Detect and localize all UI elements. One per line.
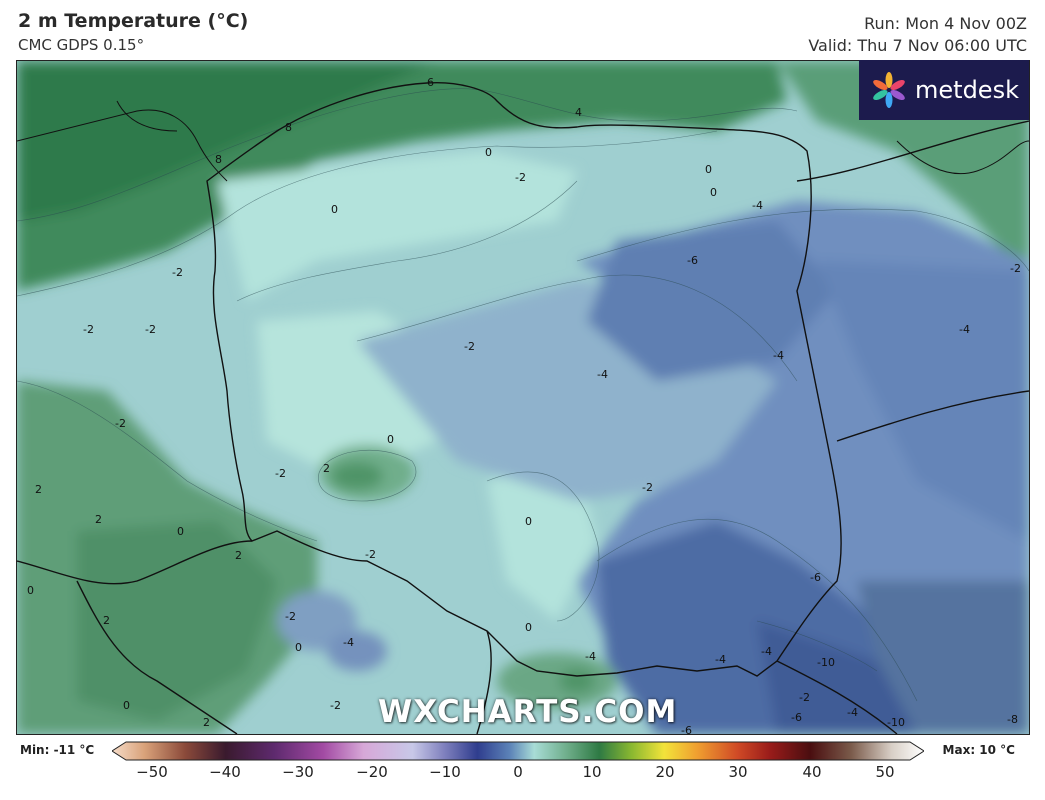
contour-label: 0 <box>485 146 492 159</box>
model-label: CMC GDPS 0.15° <box>18 36 145 54</box>
contour-label: -8 <box>1007 713 1018 726</box>
contour-label: 0 <box>387 433 394 446</box>
temperature-colorbar <box>112 741 924 761</box>
contour-label: -2 <box>642 481 653 494</box>
brand-name: metdesk <box>915 76 1019 104</box>
contour-label: 0 <box>710 186 717 199</box>
contour-label: 0 <box>123 699 130 712</box>
colorbar-ticks: −50 −40 −30 −20 −10 0 10 20 30 40 50 <box>0 763 1045 785</box>
wxcharts-watermark: WXCHARTS.COM <box>378 694 678 730</box>
tick-label: −30 <box>282 763 314 781</box>
contour-label: -2 <box>330 699 341 712</box>
contour-label: -10 <box>887 716 905 729</box>
contour-label: 0 <box>705 163 712 176</box>
contour-labels: 6 4 8 8 0 0 -2 0 0 -4 -6 -2 -2 -2 -2 -4 … <box>27 76 1021 734</box>
map-canvas: 6 4 8 8 0 0 -2 0 0 -4 -6 -2 -2 -2 -2 -4 … <box>17 61 1029 734</box>
tick-label: −10 <box>429 763 461 781</box>
contour-label: -4 <box>715 653 726 666</box>
tick-label: 50 <box>875 763 895 781</box>
contour-label: 2 <box>203 716 210 729</box>
contour-label: -6 <box>681 724 692 734</box>
tick-label: 40 <box>802 763 822 781</box>
contour-label: 2 <box>103 614 110 627</box>
contour-label: -6 <box>810 571 821 584</box>
contour-label: 4 <box>575 106 582 119</box>
contour-label: -6 <box>791 711 802 724</box>
contour-label: 2 <box>235 549 242 562</box>
contour-label: -4 <box>343 636 354 649</box>
contour-label: -6 <box>687 254 698 267</box>
tick-label: 20 <box>655 763 675 781</box>
metdesk-logo: metdesk <box>859 60 1029 120</box>
contour-label: -2 <box>464 340 475 353</box>
contour-label: -2 <box>115 417 126 430</box>
tick-label: 30 <box>728 763 748 781</box>
max-temperature: Max: 10 °C <box>942 743 1015 757</box>
contour-label: 2 <box>35 483 42 496</box>
tick-label: 10 <box>582 763 602 781</box>
contour-label: -2 <box>83 323 94 336</box>
tick-label: 0 <box>513 763 523 781</box>
contour-label: 0 <box>525 515 532 528</box>
contour-label: -4 <box>761 645 772 658</box>
min-temperature: Min: -11 °C <box>20 743 95 757</box>
contour-label: -2 <box>365 548 376 561</box>
run-time: Run: Mon 4 Nov 00Z <box>864 14 1027 33</box>
contour-label: -4 <box>585 650 596 663</box>
contour-label: 0 <box>27 584 34 597</box>
contour-label: -4 <box>959 323 970 336</box>
contour-label: -2 <box>285 610 296 623</box>
chart-title: 2 m Temperature (°C) <box>18 10 249 32</box>
contour-label: 8 <box>215 153 222 166</box>
contour-label: 8 <box>285 121 292 134</box>
contour-label: -2 <box>275 467 286 480</box>
contour-label: 0 <box>331 203 338 216</box>
contour-label: -10 <box>817 656 835 669</box>
tick-label: −40 <box>209 763 241 781</box>
contour-label: -4 <box>847 706 858 719</box>
contour-label: -2 <box>515 171 526 184</box>
contour-label: -2 <box>172 266 183 279</box>
flower-logo-icon <box>873 72 905 108</box>
contour-label: -4 <box>752 199 763 212</box>
temperature-map[interactable]: 6 4 8 8 0 0 -2 0 0 -4 -6 -2 -2 -2 -2 -4 … <box>16 60 1030 735</box>
contour-label: 0 <box>525 621 532 634</box>
valid-time: Valid: Thu 7 Nov 06:00 UTC <box>808 36 1027 55</box>
contour-label: 0 <box>295 641 302 654</box>
contour-label: 0 <box>177 525 184 538</box>
contour-label: -2 <box>1010 262 1021 275</box>
contour-label: 2 <box>323 462 330 475</box>
contour-label: -2 <box>799 691 810 704</box>
tick-label: −20 <box>356 763 388 781</box>
contour-label: 6 <box>427 76 434 89</box>
contour-label: -2 <box>145 323 156 336</box>
contour-label: 2 <box>95 513 102 526</box>
contour-label: -4 <box>597 368 608 381</box>
contour-label: -4 <box>773 349 784 362</box>
tick-label: −50 <box>136 763 168 781</box>
